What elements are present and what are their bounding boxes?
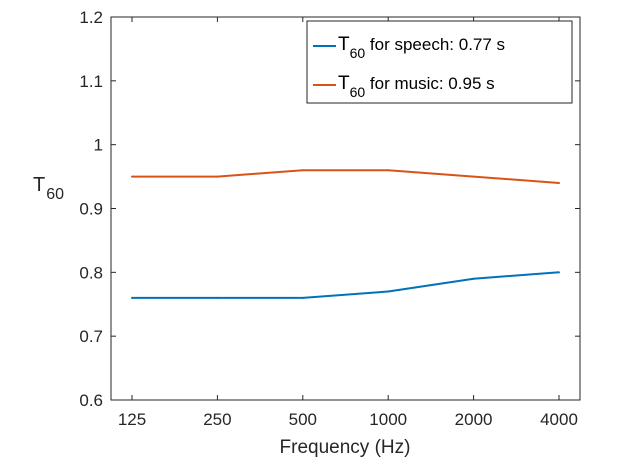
y-tick-label: 0.9 bbox=[79, 200, 103, 219]
y-tick-label: 1.1 bbox=[79, 72, 103, 91]
x-tick-label: 2000 bbox=[455, 410, 493, 429]
data-point-music bbox=[472, 175, 475, 178]
data-point-music bbox=[216, 175, 219, 178]
y-axis: 0.6 0.7 0.8 0.9 1 1.1 1.2 bbox=[79, 8, 580, 410]
y-tick-label: 1.2 bbox=[79, 8, 103, 27]
data-point-music bbox=[301, 169, 304, 172]
y-axis-title-main: T bbox=[33, 174, 45, 196]
legend-box bbox=[306, 20, 573, 104]
x-tick-label: 1000 bbox=[369, 410, 407, 429]
series-lines bbox=[131, 169, 560, 299]
x-tick-label: 125 bbox=[118, 410, 146, 429]
series-line-speech bbox=[132, 271, 560, 299]
legend-label-speech: T60 for speech: 0.77 s bbox=[338, 34, 505, 61]
y-axis-title-sub: 60 bbox=[46, 186, 64, 203]
data-point-music bbox=[387, 169, 390, 172]
y-tick-label: 0.6 bbox=[79, 391, 103, 410]
x-tick-label: 250 bbox=[203, 410, 231, 429]
data-point-speech bbox=[131, 296, 133, 299]
series-line-music bbox=[132, 169, 560, 184]
x-axis: 125 250 500 1000 2000 4000 bbox=[118, 17, 578, 429]
data-point-speech bbox=[558, 271, 560, 274]
x-axis-title: Frequency (Hz) bbox=[280, 437, 411, 458]
data-point-music bbox=[131, 175, 133, 178]
y-tick-label: 0.8 bbox=[79, 263, 103, 282]
data-point-speech bbox=[216, 296, 219, 299]
y-tick-label: 1 bbox=[94, 136, 103, 155]
data-point-music bbox=[558, 181, 560, 184]
data-point-speech bbox=[301, 296, 304, 299]
x-tick-label: 4000 bbox=[540, 410, 578, 429]
legend-label-music: T60 for music: 0.95 s bbox=[338, 73, 495, 100]
data-point-speech bbox=[387, 290, 390, 293]
y-axis-title: T60 bbox=[33, 174, 64, 203]
legend: T60 for speech: 0.77 s T60 for music: 0.… bbox=[306, 20, 573, 104]
data-point-speech bbox=[472, 277, 475, 280]
x-tick-label: 500 bbox=[289, 410, 317, 429]
y-tick-label: 0.7 bbox=[79, 327, 103, 346]
